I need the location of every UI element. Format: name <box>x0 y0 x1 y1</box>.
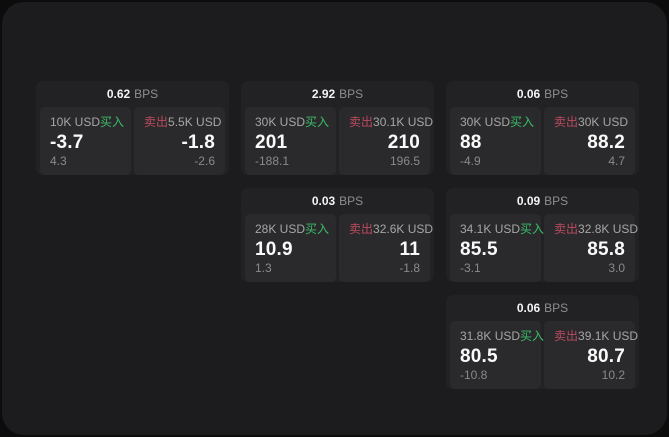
buy-value: 88 <box>460 132 482 153</box>
buy-delta: -4.9 <box>460 154 481 168</box>
bps-unit-label: BPS <box>544 301 569 315</box>
sell-side-label: 卖出 <box>349 222 374 236</box>
buy-side-label: 买入 <box>520 329 545 343</box>
buy-value: 201 <box>255 132 288 153</box>
sell-side-label: 卖出 <box>554 329 579 343</box>
card-header: 0.62 BPS <box>36 81 229 107</box>
sell-value: 210 <box>387 132 420 153</box>
buy-side-label: 买入 <box>305 115 330 129</box>
sell-pane[interactable]: 卖出 30.1K USD 210 196.5 <box>339 107 434 175</box>
card-header: 0.06 BPS <box>446 295 639 321</box>
buy-amount: 30K USD <box>255 115 306 129</box>
sell-value: 11 <box>399 239 420 260</box>
bps-value: 0.62 <box>106 87 131 101</box>
sell-amount: 39.1K USD <box>578 329 639 343</box>
buy-side-label: 买入 <box>520 222 545 236</box>
sell-amount: 32.6K USD <box>373 222 434 236</box>
sell-value: -1.8 <box>181 132 215 153</box>
card-body: 10K USD 买入 -3.7 4.3 卖出 5.5K USD -1.8 -2.… <box>36 107 229 175</box>
buy-amount: 34.1K USD <box>460 222 521 236</box>
buy-pane[interactable]: 28K USD 买入 10.9 1.3 <box>245 214 336 282</box>
sell-value: 80.7 <box>587 346 625 367</box>
sell-delta: 4.7 <box>608 154 625 168</box>
sell-amount: 30K USD <box>578 115 629 129</box>
buy-amount: 10K USD <box>50 115 101 129</box>
card-body: 31.8K USD 买入 80.5 -10.8 卖出 39.1K USD 80.… <box>446 321 639 389</box>
buy-value: 85.5 <box>460 239 498 260</box>
sell-delta: -1.8 <box>399 261 420 275</box>
sell-pane[interactable]: 卖出 32.8K USD 85.8 3.0 <box>544 214 639 282</box>
bps-unit-label: BPS <box>339 194 364 208</box>
quote-card: 0.06 BPS 30K USD 买入 88 -4.9 卖出 30K USD <box>446 81 639 175</box>
sell-delta: 10.2 <box>601 368 625 382</box>
sell-value: 88.2 <box>587 132 625 153</box>
sell-value: 85.8 <box>587 239 625 260</box>
sell-amount: 5.5K USD <box>168 115 222 129</box>
sell-delta: 3.0 <box>608 261 625 275</box>
buy-side-label: 买入 <box>100 115 125 129</box>
sell-delta: -2.6 <box>194 154 215 168</box>
card-body: 28K USD 买入 10.9 1.3 卖出 32.6K USD 11 -1.8 <box>241 214 434 282</box>
bps-value: 0.03 <box>311 194 336 208</box>
bps-unit-label: BPS <box>134 87 159 101</box>
sell-side-label: 卖出 <box>349 115 374 129</box>
sell-side-label: 卖出 <box>554 222 579 236</box>
buy-pane[interactable]: 34.1K USD 买入 85.5 -3.1 <box>450 214 545 282</box>
card-body: 30K USD 买入 88 -4.9 卖出 30K USD 88.2 4.7 <box>446 107 639 175</box>
buy-value: -3.7 <box>50 132 84 153</box>
sell-side-label: 卖出 <box>554 115 579 129</box>
card-body: 30K USD 买入 201 -188.1 卖出 30.1K USD 210 1… <box>241 107 434 175</box>
buy-side-label: 买入 <box>305 222 330 236</box>
card-header: 2.92 BPS <box>241 81 434 107</box>
buy-delta: 1.3 <box>255 261 272 275</box>
buy-pane[interactable]: 30K USD 买入 88 -4.9 <box>450 107 541 175</box>
bps-unit-label: BPS <box>544 87 569 101</box>
card-header: 0.06 BPS <box>446 81 639 107</box>
sell-amount: 32.8K USD <box>578 222 639 236</box>
buy-delta: -3.1 <box>460 261 481 275</box>
buy-amount: 30K USD <box>460 115 511 129</box>
bps-unit-label: BPS <box>339 87 364 101</box>
bps-value: 0.06 <box>516 87 541 101</box>
buy-value: 10.9 <box>255 239 293 260</box>
sell-pane[interactable]: 卖出 32.6K USD 11 -1.8 <box>339 214 434 282</box>
bps-unit-label: BPS <box>544 194 569 208</box>
quote-card: 0.62 BPS 10K USD 买入 -3.7 4.3 卖出 5.5K USD <box>36 81 229 175</box>
quote-card-grid: 0.62 BPS 10K USD 买入 -3.7 4.3 卖出 5.5K USD <box>36 81 639 389</box>
buy-delta: -10.8 <box>460 368 488 382</box>
buy-value: 80.5 <box>460 346 498 367</box>
card-header: 0.09 BPS <box>446 188 639 214</box>
sell-delta: 196.5 <box>389 154 420 168</box>
sell-side-label: 卖出 <box>144 115 169 129</box>
buy-delta: -188.1 <box>255 154 290 168</box>
sell-amount: 30.1K USD <box>373 115 434 129</box>
quote-card: 0.09 BPS 34.1K USD 买入 85.5 -3.1 卖出 32.8K… <box>446 188 639 282</box>
quote-card: 0.03 BPS 28K USD 买入 10.9 1.3 卖出 32.6K US… <box>241 188 434 282</box>
bps-value: 0.09 <box>516 194 541 208</box>
buy-amount: 31.8K USD <box>460 329 521 343</box>
card-header: 0.03 BPS <box>241 188 434 214</box>
sell-pane[interactable]: 卖出 39.1K USD 80.7 10.2 <box>544 321 639 389</box>
card-body: 34.1K USD 买入 85.5 -3.1 卖出 32.8K USD 85.8… <box>446 214 639 282</box>
bps-value: 0.06 <box>516 301 541 315</box>
sell-pane[interactable]: 卖出 30K USD 88.2 4.7 <box>544 107 635 175</box>
buy-side-label: 买入 <box>510 115 535 129</box>
buy-pane[interactable]: 10K USD 买入 -3.7 4.3 <box>40 107 131 175</box>
bps-value: 2.92 <box>311 87 336 101</box>
buy-amount: 28K USD <box>255 222 306 236</box>
buy-pane[interactable]: 31.8K USD 买入 80.5 -10.8 <box>450 321 545 389</box>
quote-card: 2.92 BPS 30K USD 买入 201 -188.1 卖出 30.1K … <box>241 81 434 175</box>
buy-delta: 4.3 <box>50 154 67 168</box>
sell-pane[interactable]: 卖出 5.5K USD -1.8 -2.6 <box>134 107 225 175</box>
buy-pane[interactable]: 30K USD 买入 201 -188.1 <box>245 107 336 175</box>
quote-card: 0.06 BPS 31.8K USD 买入 80.5 -10.8 卖出 39.1… <box>446 295 639 389</box>
